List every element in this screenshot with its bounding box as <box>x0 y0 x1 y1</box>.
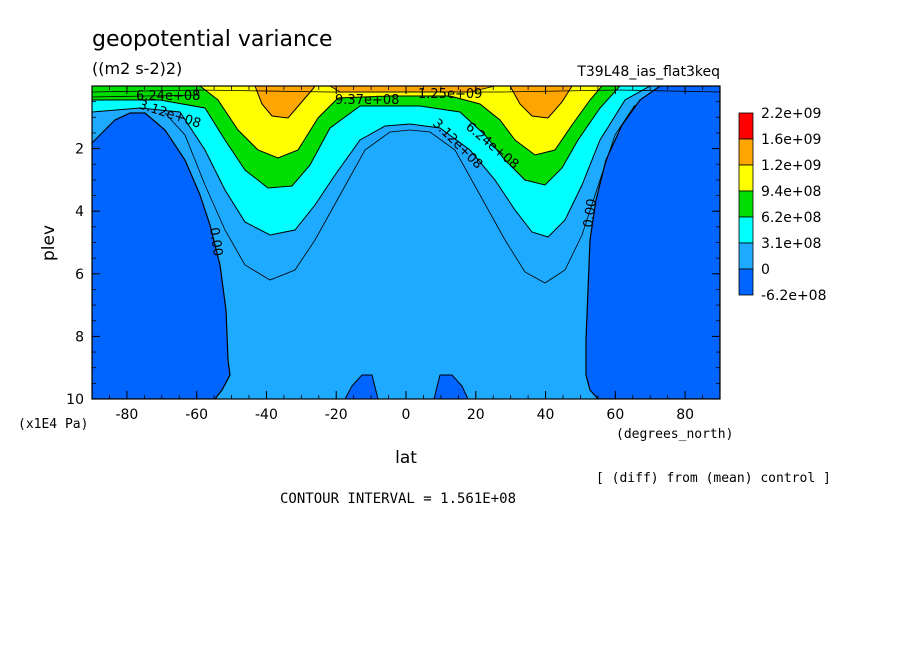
legend-label: 1.6e+09 <box>761 132 821 148</box>
x-tick-label: 60 <box>606 407 624 423</box>
legend-swatch <box>738 242 754 270</box>
x-tick-label: -20 <box>325 407 348 423</box>
y-axis: 2 4 6 8 10 <box>66 142 720 408</box>
legend: 2.2e+09 1.6e+09 1.2e+09 9.4e+08 6.2e+08 3.1e+… <box>738 106 826 304</box>
y-tick-label: 6 <box>75 267 84 283</box>
x-tick-label: -60 <box>185 407 208 423</box>
legend-swatch <box>738 138 754 166</box>
x-tick-label: -80 <box>115 407 138 423</box>
x-tick-label: 0 <box>402 407 411 423</box>
legend-label: 6.2e+08 <box>761 210 821 226</box>
legend-label: 0 <box>761 262 770 278</box>
y-axis-units: (x1E4 Pa) <box>18 417 88 432</box>
legend-label: -6.2e+08 <box>761 288 826 304</box>
legend-swatch <box>738 164 754 192</box>
band-negative-bump-1 <box>344 374 379 399</box>
contour-interval: CONTOUR INTERVAL = 1.561E+08 <box>280 491 516 507</box>
x-axis-units: (degrees_north) <box>616 427 733 442</box>
legend-label: 9.4e+08 <box>761 184 821 200</box>
legend-label: 2.2e+09 <box>761 106 821 122</box>
legend-swatch <box>738 112 754 140</box>
x-axis-label: lat <box>395 448 417 468</box>
diff-note: [ (diff) from (mean) control ] <box>596 471 831 486</box>
legend-swatch <box>738 268 754 296</box>
y-tick-label: 4 <box>75 204 84 220</box>
band-6.2e8-to-9.4e8 <box>92 86 621 189</box>
band-1.2e9-to-1.6e9-north <box>509 86 573 119</box>
y-tick-label: 8 <box>75 329 84 345</box>
y-axis-label: plev <box>39 225 59 261</box>
contour-label-zero-north: 0.00 <box>581 198 600 229</box>
contour-label-zero-south: 0.00 <box>206 226 225 257</box>
chart-units: ((m2 s-2)2) <box>92 59 182 78</box>
y-tick-label: 2 <box>75 142 84 158</box>
contour-label-1.25e9: 1.25e+09 <box>418 87 482 102</box>
legend-swatch <box>738 190 754 218</box>
legend-label: 3.1e+08 <box>761 236 821 252</box>
x-tick-label: -40 <box>255 407 278 423</box>
y-tick-label: 10 <box>66 392 84 408</box>
band-negative-bump-2 <box>433 374 469 399</box>
x-axis: -80 -60 -40 -20 0 20 40 60 80 <box>115 86 694 423</box>
run-name: T39L48_ias_flat3keq <box>576 64 720 80</box>
contour-label-9.37e8: 9.37e+08 <box>335 93 399 108</box>
band-negative-north <box>585 86 720 399</box>
legend-swatch <box>738 216 754 244</box>
x-tick-label: 20 <box>467 407 485 423</box>
chart-title: geopotential variance <box>92 27 333 52</box>
legend-label: 1.2e+09 <box>761 158 821 174</box>
x-tick-label: 40 <box>537 407 555 423</box>
contour-field <box>92 86 720 399</box>
band-negative-south <box>92 112 231 399</box>
minor-ticks <box>91 85 721 400</box>
x-tick-label: 80 <box>676 407 694 423</box>
contour-label-6.24e8-south: 6.24e+08 <box>136 89 200 104</box>
band-1.2e9-to-1.6e9 <box>254 86 316 119</box>
